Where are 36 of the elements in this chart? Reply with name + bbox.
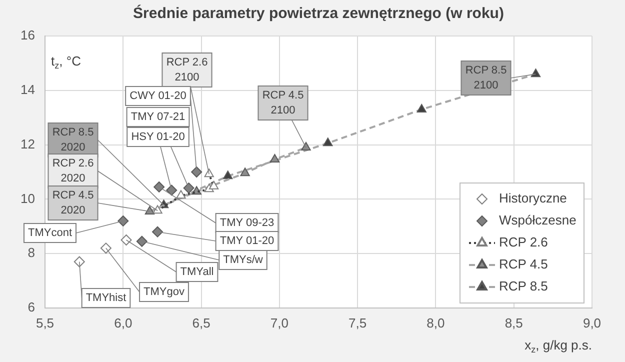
x-tick-label: 8,0 (426, 315, 445, 330)
annotation: TMYhist (86, 292, 126, 304)
y-tick-label: 16 (20, 28, 35, 43)
x-tick-label: 5,5 (36, 315, 54, 330)
x-tick-label: 7,5 (348, 315, 367, 330)
y-tick-label: 14 (20, 82, 35, 97)
annotation: TMYcont (28, 227, 72, 240)
x-tick-label: 9,0 (582, 315, 602, 330)
annotation: RCP 4.5 2020 (52, 190, 94, 217)
annotation: TMY 09-23 (220, 217, 274, 230)
annotation: TMYgov (144, 286, 185, 298)
annotation: TMY 01-20 (220, 235, 274, 248)
legend-label: Historyczne (499, 190, 567, 206)
annotation: TMYs/w (223, 254, 263, 266)
x-tick-label: 8,5 (504, 315, 523, 330)
annotation: TMYall (180, 266, 214, 278)
y-tick-label: 12 (20, 136, 35, 152)
legend-label: Współczesne (499, 212, 576, 228)
annotation: CWY 01-20 (130, 90, 186, 102)
legend-label: RCP 8.5 (499, 278, 548, 294)
x-tick-label: 6,5 (192, 315, 210, 330)
legend-label: RCP 4.5 (499, 256, 548, 272)
y-tick-label: 8 (28, 245, 35, 260)
y-tick-label: 6 (28, 300, 35, 315)
x-tick-label: 6,0 (114, 315, 132, 330)
x-tick-label: 7,0 (270, 315, 288, 330)
chart-title: Średnie parametry powietrza zewnętrznego (w roku) (133, 4, 504, 22)
legend-label: RCP 2.6 (499, 234, 548, 250)
y-tick-label: 10 (20, 190, 35, 206)
annotation: RCP 8.5 2100 (465, 64, 507, 92)
annotation: RCP 2.6 2020 (52, 158, 94, 185)
annotation: RCP 8.5 2020 (52, 126, 94, 154)
annotation: HSY 01-20 (131, 131, 185, 144)
annotation: TMY 07-21 (130, 111, 186, 124)
annotation: RCP 2.6 2100 (166, 56, 208, 84)
annotation: RCP 4.5 2100 (262, 90, 304, 117)
